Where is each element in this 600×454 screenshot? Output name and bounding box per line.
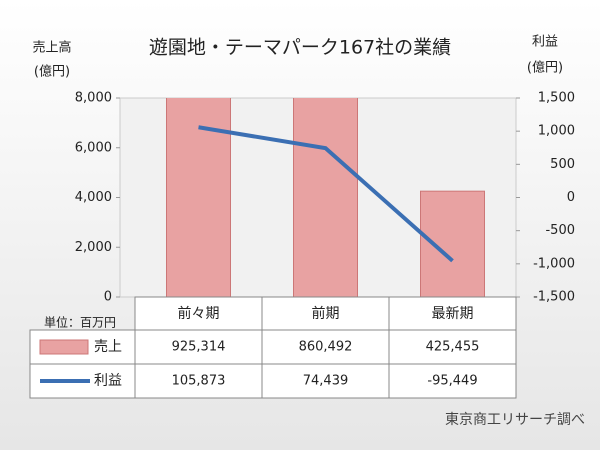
table-unit: 単位：百万円	[44, 315, 116, 330]
y-tick-label: 4,000	[75, 190, 112, 205]
y2-tick-label: 1,000	[538, 124, 575, 139]
table-value: 74,439	[303, 374, 349, 389]
table-value: 105,873	[172, 374, 226, 389]
legend-label: 売上	[94, 339, 122, 355]
bar	[420, 190, 485, 297]
chart-title: 遊園地・テーマパーク167社の業績	[149, 37, 451, 59]
x-tick-label: 最新期	[432, 306, 474, 322]
bar	[293, 98, 358, 297]
legend-label: 利益	[94, 373, 122, 389]
line	[198, 125, 454, 263]
table-value: -95,449	[427, 374, 477, 389]
y-tick-label: 2,000	[75, 240, 112, 255]
table-value: 425,455	[426, 340, 480, 355]
y2-tick-label: 1,500	[538, 91, 575, 106]
y2-tick-label: 0	[567, 190, 575, 205]
y-axis-label: 売上高	[32, 40, 71, 56]
table-header-bg	[134, 296, 517, 331]
y-axis-unit: (億円)	[34, 64, 70, 80]
x-tick-label: 前期	[312, 305, 340, 322]
y2-tick-label: -1,500	[533, 290, 575, 305]
y2-tick-label: -1,000	[533, 256, 575, 271]
y2-axis-label: 利益	[532, 35, 558, 50]
y2-axis-unit: (億円)	[527, 60, 563, 76]
x-tick-label: 前々期	[178, 305, 220, 322]
y-tick-label: 8,000	[75, 91, 112, 106]
y-tick-label: 6,000	[75, 140, 112, 155]
table-value: 925,314	[172, 340, 226, 355]
y2-tick-label: -500	[545, 223, 575, 238]
legend-swatch	[39, 339, 89, 355]
source: 東京商工リサーチ調べ	[445, 412, 585, 428]
y-tick-label: 0	[104, 290, 112, 305]
table-value: 860,492	[299, 340, 353, 355]
y2-tick-label: 500	[550, 157, 575, 172]
bar	[166, 98, 231, 297]
